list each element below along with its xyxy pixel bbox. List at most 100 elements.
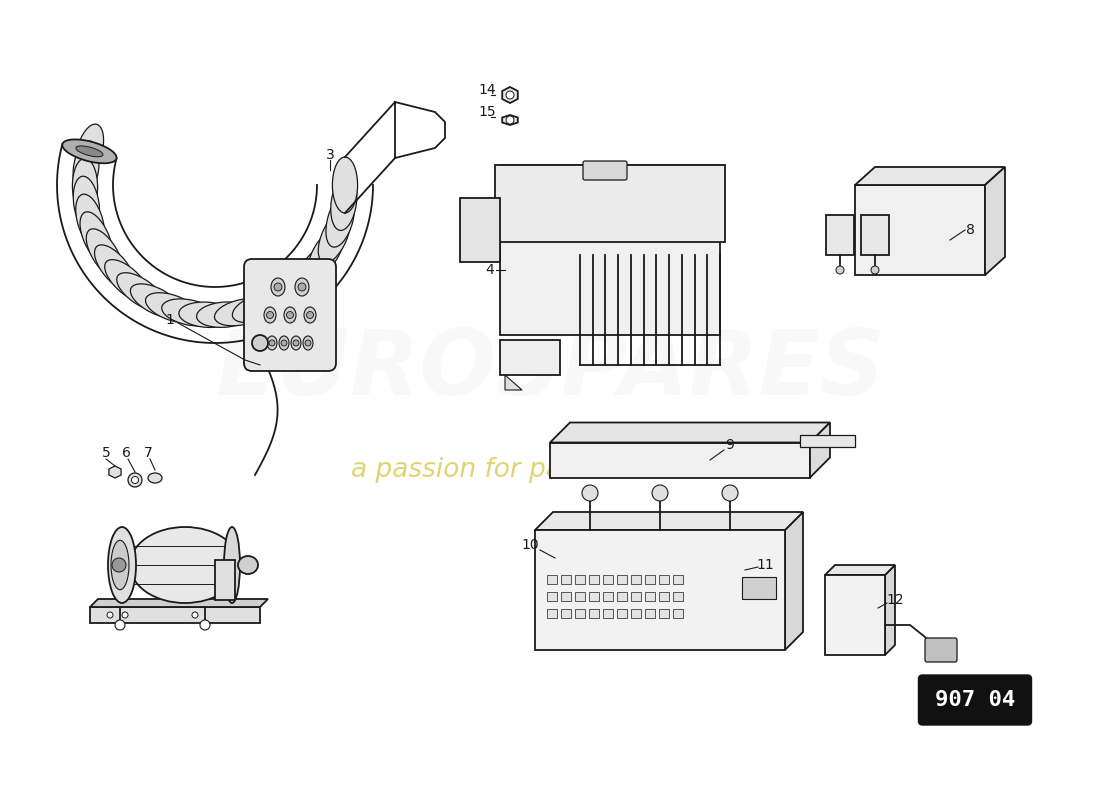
Ellipse shape	[232, 292, 286, 322]
Circle shape	[132, 477, 139, 483]
FancyBboxPatch shape	[673, 609, 683, 618]
Ellipse shape	[279, 336, 289, 350]
FancyBboxPatch shape	[588, 592, 600, 601]
FancyBboxPatch shape	[575, 575, 585, 584]
Circle shape	[506, 91, 514, 99]
FancyBboxPatch shape	[547, 609, 557, 618]
Text: 14: 14	[478, 83, 496, 97]
Ellipse shape	[148, 473, 162, 483]
Polygon shape	[825, 565, 895, 575]
FancyBboxPatch shape	[826, 215, 854, 255]
Ellipse shape	[73, 141, 99, 197]
FancyBboxPatch shape	[631, 592, 641, 601]
Ellipse shape	[250, 283, 300, 318]
FancyBboxPatch shape	[645, 592, 654, 601]
FancyBboxPatch shape	[550, 442, 810, 478]
Ellipse shape	[304, 307, 316, 323]
Ellipse shape	[197, 302, 253, 327]
FancyBboxPatch shape	[588, 575, 600, 584]
Ellipse shape	[284, 307, 296, 323]
FancyBboxPatch shape	[645, 575, 654, 584]
Ellipse shape	[86, 229, 123, 278]
Circle shape	[112, 558, 126, 572]
FancyBboxPatch shape	[561, 592, 571, 601]
Polygon shape	[503, 115, 518, 125]
Ellipse shape	[179, 302, 234, 327]
Circle shape	[652, 485, 668, 501]
FancyBboxPatch shape	[925, 638, 957, 662]
Circle shape	[270, 340, 275, 346]
FancyBboxPatch shape	[90, 607, 260, 623]
FancyBboxPatch shape	[575, 609, 585, 618]
FancyBboxPatch shape	[855, 185, 984, 275]
Polygon shape	[886, 565, 895, 655]
FancyBboxPatch shape	[659, 575, 669, 584]
Circle shape	[200, 620, 210, 630]
Ellipse shape	[145, 293, 199, 323]
Ellipse shape	[318, 210, 351, 263]
Circle shape	[116, 620, 125, 630]
Polygon shape	[810, 422, 830, 478]
FancyBboxPatch shape	[561, 609, 571, 618]
Ellipse shape	[80, 212, 112, 264]
Text: EUROSPARES: EUROSPARES	[214, 326, 886, 414]
FancyBboxPatch shape	[742, 577, 775, 599]
Ellipse shape	[296, 244, 337, 290]
Text: 907 04: 907 04	[935, 690, 1015, 710]
Polygon shape	[109, 466, 121, 478]
Text: 10: 10	[521, 538, 539, 552]
Circle shape	[252, 335, 268, 351]
FancyBboxPatch shape	[547, 592, 557, 601]
FancyBboxPatch shape	[603, 609, 613, 618]
Text: 1: 1	[166, 313, 175, 327]
Ellipse shape	[264, 307, 276, 323]
Circle shape	[107, 612, 113, 618]
FancyBboxPatch shape	[583, 161, 627, 180]
Text: 11: 11	[756, 558, 774, 572]
FancyBboxPatch shape	[673, 575, 683, 584]
Text: 8: 8	[966, 223, 975, 237]
Circle shape	[128, 473, 142, 487]
Ellipse shape	[130, 527, 240, 603]
Circle shape	[871, 266, 879, 274]
FancyBboxPatch shape	[617, 592, 627, 601]
Circle shape	[305, 340, 311, 346]
Circle shape	[293, 340, 299, 346]
FancyBboxPatch shape	[244, 259, 336, 371]
Ellipse shape	[326, 193, 354, 247]
FancyBboxPatch shape	[861, 215, 889, 255]
Ellipse shape	[282, 258, 326, 301]
Ellipse shape	[95, 245, 135, 291]
Text: 6: 6	[122, 446, 131, 460]
FancyBboxPatch shape	[460, 198, 500, 262]
Circle shape	[836, 266, 844, 274]
Ellipse shape	[332, 157, 358, 213]
Ellipse shape	[63, 139, 117, 163]
FancyBboxPatch shape	[575, 592, 585, 601]
Circle shape	[266, 311, 274, 318]
Circle shape	[192, 612, 198, 618]
Ellipse shape	[214, 298, 270, 326]
FancyBboxPatch shape	[631, 609, 641, 618]
Polygon shape	[505, 375, 522, 390]
Circle shape	[722, 485, 738, 501]
Ellipse shape	[104, 259, 150, 302]
FancyBboxPatch shape	[617, 609, 627, 618]
Circle shape	[286, 311, 294, 318]
Ellipse shape	[76, 194, 104, 248]
FancyBboxPatch shape	[673, 592, 683, 601]
FancyBboxPatch shape	[800, 434, 855, 446]
FancyBboxPatch shape	[547, 575, 557, 584]
Circle shape	[307, 311, 314, 318]
FancyBboxPatch shape	[659, 609, 669, 618]
Polygon shape	[785, 512, 803, 650]
FancyBboxPatch shape	[500, 165, 720, 335]
FancyBboxPatch shape	[617, 575, 627, 584]
FancyBboxPatch shape	[214, 560, 235, 600]
Polygon shape	[984, 167, 1005, 275]
FancyBboxPatch shape	[588, 609, 600, 618]
Circle shape	[506, 116, 514, 124]
Text: 9: 9	[726, 438, 735, 452]
Text: 12: 12	[887, 593, 904, 607]
FancyBboxPatch shape	[603, 592, 613, 601]
